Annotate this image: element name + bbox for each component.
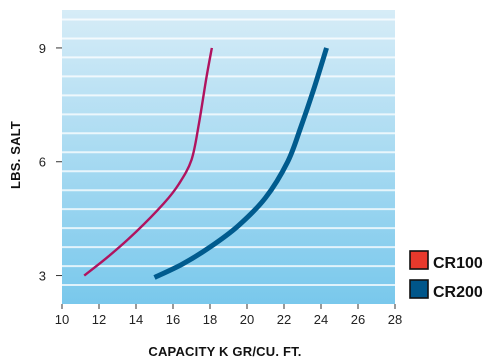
grid-bands — [62, 18, 395, 287]
y-axis-title: LBS. SALT — [8, 121, 23, 189]
legend-swatch-cr100 — [409, 250, 429, 270]
legend: CR100 CR200 — [409, 250, 483, 301]
x-axis-title: CAPACITY K GR/CU. FT. — [148, 344, 301, 359]
x-tick-label: 22 — [277, 312, 291, 327]
x-tick-label: 26 — [351, 312, 365, 327]
legend-item-cr100: CR100 — [409, 250, 483, 272]
legend-swatch-cr200 — [409, 279, 429, 299]
x-axis: 10 12 14 16 18 20 22 24 26 28 — [55, 304, 402, 327]
plot-area — [62, 10, 395, 304]
series-line-cr100 — [83, 47, 214, 277]
x-tick-label: 24 — [314, 312, 328, 327]
series-group — [83, 47, 329, 280]
x-tick-label: 20 — [240, 312, 254, 327]
x-tick-label: 12 — [92, 312, 106, 327]
legend-label-cr100: CR100 — [433, 255, 483, 272]
x-tick-label: 16 — [166, 312, 180, 327]
y-tick-label: 9 — [39, 41, 46, 56]
legend-item-cr200: CR200 — [409, 279, 483, 301]
x-tick-label: 18 — [203, 312, 217, 327]
x-tick-label: 14 — [129, 312, 143, 327]
y-tick-label: 6 — [39, 155, 46, 170]
y-tick-label: 3 — [39, 269, 46, 284]
series-line-cr200 — [153, 47, 329, 280]
y-axis: 3 6 9 — [39, 41, 62, 284]
x-tick-label: 10 — [55, 312, 69, 327]
legend-label-cr200: CR200 — [433, 284, 483, 301]
x-tick-label: 28 — [388, 312, 402, 327]
